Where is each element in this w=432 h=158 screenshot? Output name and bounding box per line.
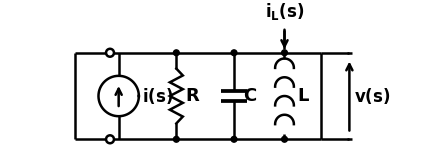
Circle shape [174,50,179,56]
Text: $\mathbf{i(s)}$: $\mathbf{i(s)}$ [143,86,174,106]
Circle shape [282,50,287,56]
Text: $\mathbf{L}$: $\mathbf{L}$ [298,87,311,105]
Circle shape [282,136,287,142]
Circle shape [231,136,237,142]
Text: $\mathbf{R}$: $\mathbf{R}$ [185,87,200,105]
Circle shape [231,50,237,56]
Text: $\mathbf{i_L(s)}$: $\mathbf{i_L(s)}$ [265,1,304,22]
Circle shape [106,135,114,143]
Text: $\mathbf{v(s)}$: $\mathbf{v(s)}$ [354,86,391,106]
Circle shape [106,49,114,57]
Text: $\mathbf{C}$: $\mathbf{C}$ [243,87,257,105]
Circle shape [174,136,179,142]
